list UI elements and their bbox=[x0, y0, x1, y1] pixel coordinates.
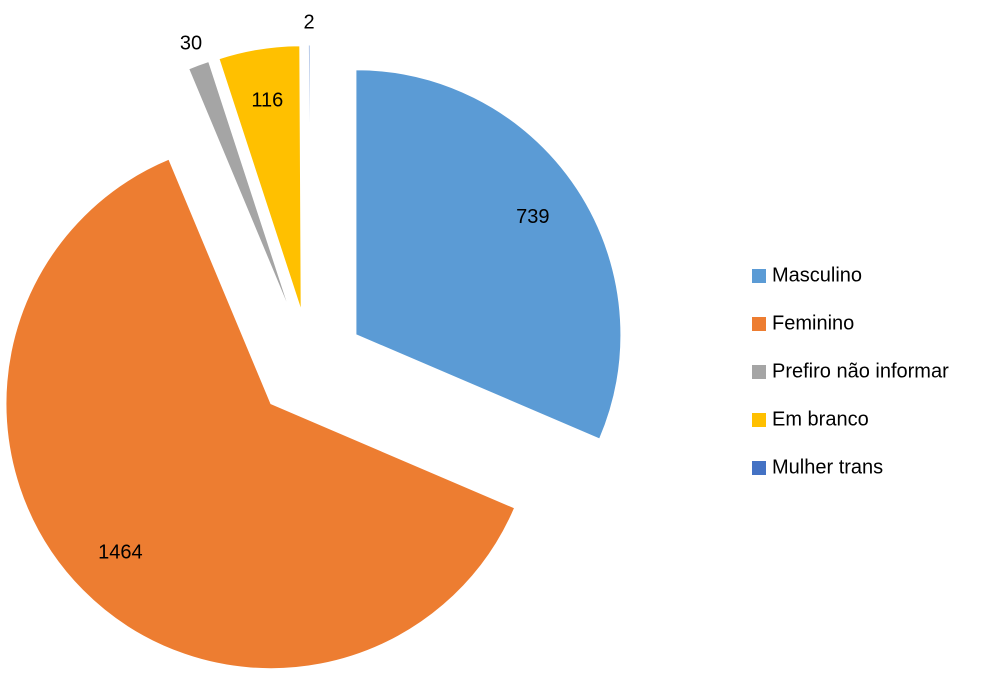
data-label: 2 bbox=[304, 11, 315, 33]
pie-slice bbox=[355, 69, 622, 440]
data-label: 1464 bbox=[98, 541, 143, 563]
pie-slice bbox=[188, 60, 292, 314]
legend-label: Mulher trans bbox=[772, 456, 883, 478]
legend-swatch bbox=[752, 461, 766, 475]
legend-swatch bbox=[752, 365, 766, 379]
legend-swatch bbox=[752, 317, 766, 331]
data-label: 30 bbox=[180, 33, 202, 55]
legend-label: Feminino bbox=[772, 312, 854, 334]
legend-label: Em branco bbox=[772, 408, 869, 430]
legend-label: Prefiro não informar bbox=[772, 360, 949, 382]
pie-slice bbox=[307, 44, 311, 311]
data-label: 739 bbox=[516, 206, 549, 228]
legend-swatch bbox=[752, 413, 766, 427]
legend-label: Masculino bbox=[772, 264, 862, 286]
legend-swatch bbox=[752, 269, 766, 283]
pie-slice bbox=[218, 45, 302, 311]
pie-slice bbox=[5, 158, 516, 670]
data-label: 116 bbox=[251, 90, 283, 112]
